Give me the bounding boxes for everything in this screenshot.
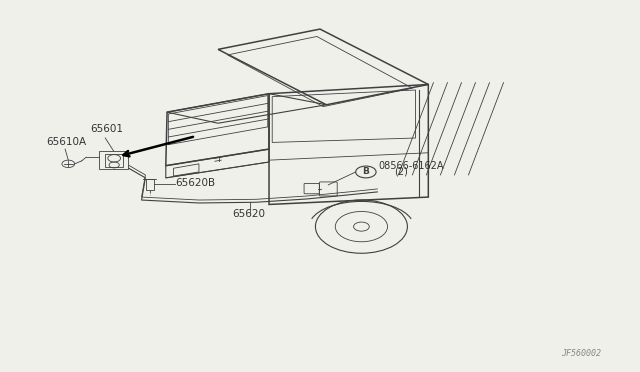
Text: 65620B: 65620B — [175, 178, 216, 188]
Text: B: B — [362, 167, 369, 176]
Text: (2): (2) — [394, 167, 408, 177]
Text: 65620: 65620 — [232, 209, 265, 219]
Text: JF560002: JF560002 — [561, 349, 601, 358]
Text: 65610A: 65610A — [46, 137, 86, 147]
Text: 65601: 65601 — [91, 125, 124, 134]
Text: 08566-6162A: 08566-6162A — [379, 161, 444, 171]
